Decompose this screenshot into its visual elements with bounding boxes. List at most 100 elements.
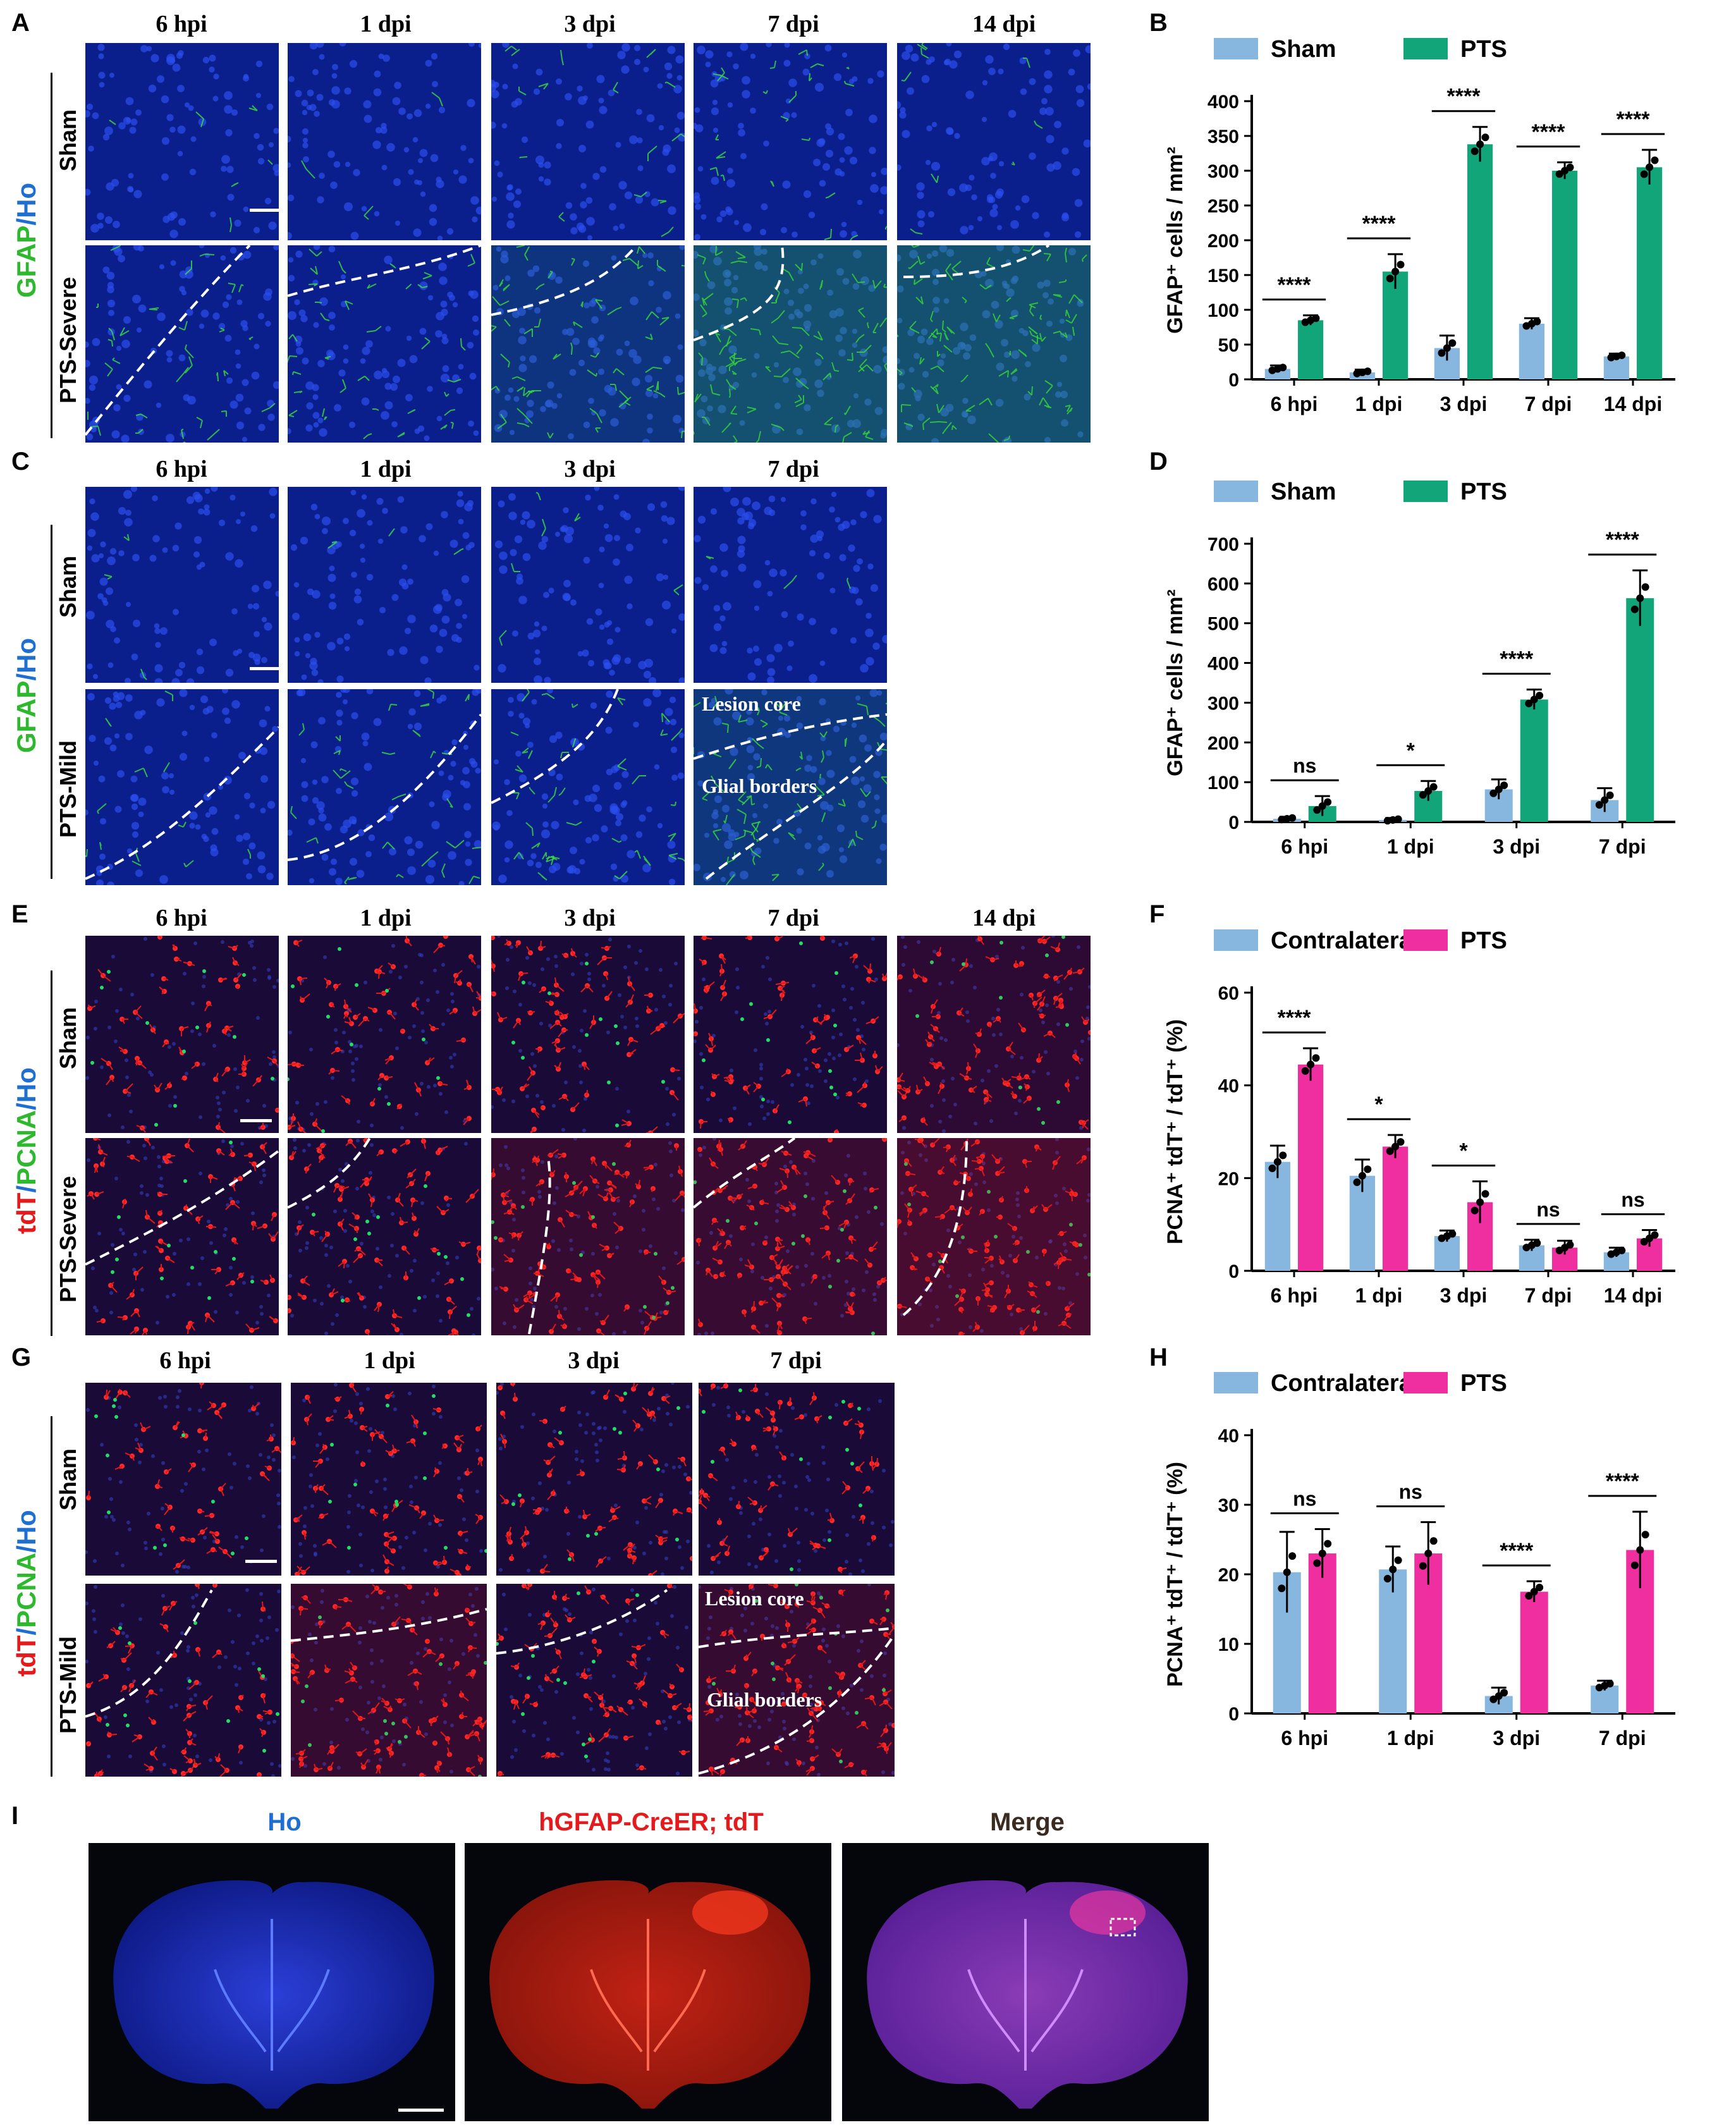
data-point — [1630, 1561, 1639, 1569]
micrograph-a-sham — [897, 43, 1091, 240]
bar — [1308, 1553, 1336, 1713]
x-tick-label: 3 dpi — [1440, 1284, 1488, 1307]
ho-text: Ho — [11, 1510, 41, 1546]
significance-label: ns — [1293, 1488, 1316, 1510]
x-tick-label: 6 hpi — [1271, 1284, 1318, 1307]
bar — [1383, 1146, 1409, 1271]
panel-i-ho-title: Ho — [267, 1808, 302, 1836]
column-header: 7 dpi — [767, 11, 819, 37]
row-label-mild-g: PTS-Mild — [55, 1636, 81, 1734]
row-label-mild-c: PTS-Mild — [55, 740, 81, 838]
data-point — [1566, 163, 1574, 171]
chart-panel-d: Sham PTS 0 100 200 300 400 500 600 700 GFAP⁺ cells… — [1163, 479, 1675, 858]
bar — [1626, 598, 1654, 822]
micrograph-a-severe — [288, 245, 481, 443]
data-point — [1500, 781, 1508, 790]
data-point — [1273, 1158, 1281, 1166]
data-point — [1268, 1164, 1276, 1172]
legend-label: Sham — [1271, 36, 1336, 63]
panel-label-h: H — [1149, 1344, 1168, 1371]
micrograph-a-sham — [288, 43, 481, 240]
data-point — [1386, 1147, 1394, 1155]
column-header: 7 dpi — [767, 456, 819, 482]
y-tick-label: 700 — [1207, 534, 1239, 555]
data-point — [1640, 170, 1648, 178]
y-tick-label: 350 — [1207, 126, 1239, 147]
data-point — [1651, 156, 1659, 164]
data-point — [1481, 1190, 1489, 1198]
scale-bar — [240, 1119, 272, 1122]
brain-section-tdt — [465, 1843, 831, 2121]
y-tick-label: 20 — [1218, 1168, 1239, 1189]
y-tick-label: 100 — [1207, 773, 1239, 793]
chart-panel-h: Contralateral PTS 0 10 20 30 40 PCNA⁺ tdT⁺ / td… — [1163, 1370, 1675, 1749]
data-point — [1312, 1054, 1320, 1062]
slash: / — [11, 1103, 41, 1110]
x-tick-label: 14 dpi — [1604, 1284, 1662, 1307]
legend-label: Contralateral — [1271, 1370, 1419, 1397]
significance-label: **** — [1617, 107, 1651, 132]
data-point — [1566, 1240, 1574, 1249]
y-axis-label: GFAP⁺ cells / mm² — [1163, 147, 1187, 334]
y-tick-label: 20 — [1218, 1565, 1239, 1586]
y-tick-label: 40 — [1218, 1426, 1239, 1447]
significance-label: ns — [1621, 1188, 1644, 1211]
data-point — [1279, 364, 1287, 372]
slash: / — [11, 1185, 41, 1193]
y-tick-label: 400 — [1207, 92, 1239, 113]
column-header: 7 dpi — [767, 905, 819, 931]
data-point — [1606, 1679, 1614, 1687]
micrograph-e-sham — [897, 936, 1091, 1133]
data-point — [1651, 1231, 1659, 1239]
data-point — [1312, 314, 1320, 322]
x-tick-label: 1 dpi — [1387, 1727, 1434, 1749]
data-point — [1353, 1178, 1361, 1186]
micrograph-g-sham — [291, 1383, 487, 1576]
stain-label-c: GFAP/Ho — [11, 638, 42, 753]
legend-label: PTS — [1460, 1370, 1507, 1397]
x-tick-label: 1 dpi — [1355, 1284, 1403, 1307]
legend-swatch — [1214, 929, 1258, 951]
legend-label: Sham — [1271, 479, 1336, 505]
legend-swatch — [1403, 1372, 1448, 1393]
column-header: 1 dpi — [360, 11, 412, 37]
legend-label: PTS — [1460, 479, 1507, 505]
micrograph-a-severe — [897, 245, 1091, 443]
data-point — [1533, 1239, 1541, 1247]
x-tick-label: 6 hpi — [1271, 393, 1318, 415]
brain-section-merge — [842, 1843, 1209, 2121]
micrograph-c-mild — [491, 689, 685, 885]
chart-panel-b: Sham PTS 0 50 100 150 200 250 300 350 400 GFAP⁺ cel… — [1163, 36, 1675, 415]
legend-swatch — [1214, 38, 1258, 59]
bar — [1298, 1064, 1324, 1271]
data-point — [1307, 1060, 1315, 1069]
data-point — [1481, 133, 1489, 142]
bar — [1520, 699, 1548, 822]
data-point — [1424, 787, 1433, 795]
bar — [1603, 356, 1629, 379]
y-tick-label: 30 — [1218, 1495, 1239, 1516]
significance-label: **** — [1447, 85, 1481, 109]
y-tick-label: 150 — [1207, 266, 1239, 286]
legend-swatch — [1214, 481, 1258, 502]
y-tick-label: 0 — [1228, 370, 1239, 391]
significance-label: **** — [1362, 212, 1397, 236]
x-tick-label: 3 dpi — [1440, 393, 1488, 415]
glial-borders-label-c: Glial borders — [702, 775, 817, 797]
significance-label: **** — [1606, 1469, 1640, 1493]
data-point — [1525, 699, 1533, 707]
micrograph-e-severe — [491, 1138, 685, 1335]
data-point — [1601, 796, 1609, 804]
bar — [1519, 324, 1544, 379]
micrograph-c-sham — [288, 487, 481, 683]
column-header: 14 dpi — [972, 11, 1036, 37]
panel-label-i: I — [11, 1802, 19, 1830]
ho-text: Ho — [11, 182, 41, 218]
row-label-sham-a: Sham — [55, 109, 81, 172]
data-point — [1397, 1138, 1405, 1146]
legend-label: PTS — [1460, 928, 1507, 954]
data-point — [1279, 1151, 1287, 1160]
data-point — [1470, 147, 1479, 156]
micrograph-c-sham — [694, 487, 887, 683]
column-header: 6 hpi — [156, 11, 207, 37]
